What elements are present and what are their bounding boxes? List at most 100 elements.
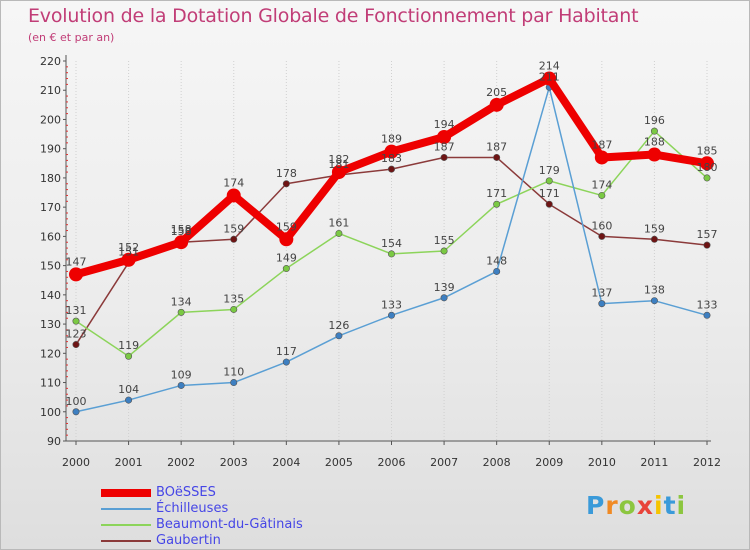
data-label: 161 — [328, 216, 349, 229]
legend-swatch — [101, 540, 151, 542]
legend-swatch — [101, 524, 151, 526]
data-point — [121, 252, 136, 267]
y-minor-tick — [66, 434, 68, 436]
y-tick-label: 160 — [40, 230, 61, 243]
x-tick-label: 2004 — [272, 456, 300, 469]
data-point — [177, 308, 185, 316]
y-minor-tick — [66, 335, 68, 337]
y-minor-tick — [66, 113, 68, 115]
legend-label: Échilleuses — [156, 501, 229, 516]
data-point — [598, 232, 606, 240]
y-minor-tick — [66, 282, 68, 284]
y-minor-tick — [66, 422, 68, 424]
data-label: 133 — [697, 298, 718, 311]
data-label: 135 — [223, 292, 244, 305]
data-label: 109 — [171, 368, 192, 381]
x-tick-label: 2001 — [115, 456, 143, 469]
data-point — [703, 241, 711, 249]
data-point — [703, 311, 711, 319]
data-label: 160 — [591, 219, 612, 232]
x-tick-label: 2006 — [378, 456, 406, 469]
y-minor-tick — [66, 159, 68, 161]
x-tick-label: 2011 — [640, 456, 668, 469]
data-point — [125, 396, 133, 404]
logo-letter: P — [586, 491, 606, 520]
y-minor-tick — [66, 346, 68, 348]
data-point — [650, 127, 658, 135]
y-tick-label: 140 — [40, 289, 61, 302]
data-label: 154 — [381, 237, 402, 250]
data-label: 152 — [118, 241, 139, 254]
data-point — [177, 381, 185, 389]
x-tick-label: 2002 — [167, 456, 195, 469]
data-point — [493, 200, 501, 208]
proxiti-logo: Proxiti — [586, 491, 686, 520]
data-point — [703, 174, 711, 182]
x-tick-label: 2005 — [325, 456, 353, 469]
y-minor-tick — [66, 154, 68, 156]
data-label: 180 — [697, 161, 718, 174]
y-tick-label: 130 — [40, 318, 61, 331]
y-minor-tick — [66, 136, 68, 138]
y-minor-tick — [66, 95, 68, 97]
data-label: 159 — [223, 222, 244, 235]
y-minor-tick — [66, 165, 68, 167]
y-minor-tick — [66, 224, 68, 226]
data-label: 214 — [539, 60, 560, 73]
data-label: 187 — [434, 140, 455, 153]
data-label: 185 — [697, 144, 718, 157]
label-layer: 123 151 158 159 178 181 183 187 187 171 160 159 157 1… — [66, 60, 718, 408]
data-point — [437, 130, 452, 144]
data-label: 133 — [381, 298, 402, 311]
data-point — [387, 311, 395, 319]
logo-letter: o — [618, 491, 637, 520]
data-point — [489, 97, 504, 112]
series-layer — [69, 71, 714, 416]
legend-label: Gaubertin — [156, 533, 221, 548]
data-label: 110 — [223, 366, 244, 379]
data-point — [493, 153, 501, 161]
data-label: 104 — [118, 383, 139, 396]
y-tick-label: 180 — [40, 172, 61, 185]
y-tick-label: 220 — [40, 55, 61, 68]
data-point — [174, 235, 189, 250]
y-minor-tick — [66, 276, 68, 278]
data-point — [279, 232, 294, 247]
logo-letter: r — [605, 491, 619, 520]
data-point — [230, 379, 238, 387]
data-point — [545, 177, 553, 185]
data-point — [282, 180, 290, 188]
data-label: 147 — [66, 255, 87, 268]
data-point — [440, 247, 448, 255]
data-point — [384, 144, 399, 159]
logo-letter: x — [636, 491, 654, 520]
y-minor-tick — [66, 428, 68, 430]
data-point — [545, 200, 553, 208]
data-label: 183 — [381, 152, 402, 165]
data-point — [335, 332, 343, 340]
data-point — [282, 358, 290, 366]
data-point — [69, 267, 83, 282]
y-minor-tick — [66, 259, 68, 261]
y-minor-tick — [66, 317, 68, 319]
data-point — [700, 156, 714, 171]
x-tick-label: 2000 — [62, 456, 90, 469]
data-point — [440, 153, 448, 161]
y-minor-tick — [66, 405, 68, 407]
y-minor-tick — [66, 189, 68, 191]
y-tick-label: 120 — [40, 347, 61, 360]
data-label: 126 — [328, 319, 349, 332]
x-tick-label: 2008 — [483, 456, 511, 469]
legend-item: Beaumont-du-Gâtinais — [101, 517, 303, 533]
y-minor-tick — [66, 230, 68, 232]
data-point — [387, 250, 395, 258]
y-tick-label: 210 — [40, 84, 61, 97]
data-label: 196 — [644, 114, 665, 127]
data-label: 138 — [644, 284, 665, 297]
data-label: 137 — [591, 287, 612, 300]
y-tick-label: 110 — [40, 377, 61, 390]
y-minor-tick — [66, 78, 68, 80]
data-point — [650, 235, 658, 243]
data-point — [125, 352, 133, 360]
data-label: 205 — [486, 86, 507, 99]
